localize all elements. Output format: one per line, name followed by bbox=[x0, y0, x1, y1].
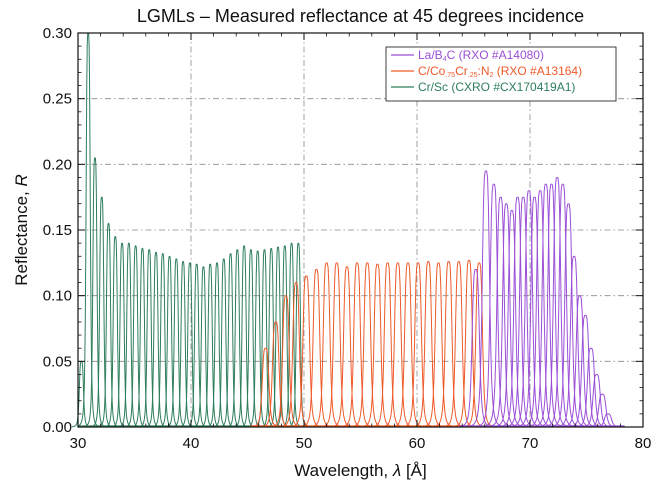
reflectance-peak bbox=[551, 203, 586, 427]
x-axis-title-symbol: λ bbox=[392, 461, 401, 480]
legend-label-subscript: 4 bbox=[443, 56, 447, 63]
reflectance-peak bbox=[180, 262, 200, 427]
legend-label-subscript: .25 bbox=[468, 72, 478, 79]
legend-label-part: :N bbox=[477, 64, 489, 78]
reflectance-peak bbox=[477, 183, 511, 427]
reflectance-peak bbox=[153, 253, 173, 427]
reflectance-peak bbox=[85, 157, 105, 427]
y-axis-title-prefix: Reflectance, bbox=[12, 187, 31, 286]
x-tick-label: 80 bbox=[635, 435, 652, 452]
reflectance-peak bbox=[248, 250, 268, 427]
y-axis-title-symbol: R bbox=[12, 174, 31, 186]
legend-label-part: (RXO #A13164) bbox=[493, 64, 582, 78]
reflectance-peak bbox=[254, 249, 275, 427]
reflectance-peak bbox=[200, 263, 220, 427]
legend-label-part: C/Co bbox=[418, 64, 446, 78]
reflectance-peak bbox=[187, 263, 207, 427]
chart-title: LGMLs – Measured reflectance at 45 degre… bbox=[137, 6, 584, 26]
x-tick-label: 40 bbox=[183, 435, 200, 452]
tick-layer: 30 40 50 60 70 80 0.00 0.05 0.10 0.15 0.20 0.25 0.30 bbox=[43, 25, 652, 452]
reflectance-peak bbox=[220, 253, 241, 427]
legend-label-subscript: .75 bbox=[445, 72, 455, 79]
reflectance-peak bbox=[166, 258, 186, 427]
x-tick-label: 60 bbox=[409, 435, 426, 452]
reflectance-peak bbox=[119, 242, 139, 427]
legend-label-part: Cr/Sc (CXRO #CX170419A1) bbox=[418, 80, 575, 94]
reflectance-peak bbox=[529, 183, 563, 427]
legend-label: C/Co.75Cr.25:N2 (RXO #A13164) bbox=[418, 64, 582, 79]
legend-label-part: Cr bbox=[455, 64, 468, 78]
reflectance-peak bbox=[540, 176, 574, 427]
reflectance-peak bbox=[459, 268, 493, 427]
reflectance-peak bbox=[546, 183, 580, 427]
x-axis-title-suffix: [Å] bbox=[401, 461, 427, 480]
series-layer bbox=[71, 32, 625, 428]
reflectance-peak bbox=[112, 242, 132, 427]
reflectance-peak bbox=[234, 245, 254, 427]
reflectance-peak bbox=[139, 249, 159, 427]
y-tick-label: 0.20 bbox=[43, 156, 72, 173]
y-axis-title: Reflectance, R bbox=[12, 174, 31, 286]
legend-label-subscript: 2 bbox=[489, 72, 493, 79]
reflectance-peak bbox=[568, 314, 603, 428]
y-tick-label: 0.25 bbox=[43, 91, 72, 108]
x-axis-title: Wavelength, λ [Å] bbox=[294, 461, 426, 480]
reflectance-peak bbox=[92, 196, 112, 427]
legend-label-part: C (RXO #A14080) bbox=[447, 48, 544, 62]
reflectance-peak bbox=[469, 170, 503, 427]
legend: La/B4C (RXO #A14080)C/Co.75Cr.25:N2 (RXO… bbox=[385, 46, 617, 102]
x-tick-label: 70 bbox=[522, 435, 539, 452]
reflectance-peak bbox=[146, 251, 166, 427]
reflectance-peak bbox=[132, 247, 153, 427]
series-group bbox=[71, 32, 308, 428]
reflectance-peak bbox=[281, 242, 302, 427]
reflectance-peak bbox=[261, 247, 281, 427]
reflectance-peak bbox=[563, 295, 597, 428]
x-tick-label: 30 bbox=[70, 435, 87, 452]
reflectance-peak bbox=[126, 245, 146, 427]
x-tick-label: 50 bbox=[296, 435, 313, 452]
reflectance-peak bbox=[173, 261, 193, 427]
reflectance-peak bbox=[159, 255, 180, 427]
x-axis-title-prefix: Wavelength, bbox=[294, 461, 393, 480]
y-tick-label: 0.00 bbox=[43, 419, 72, 436]
reflectance-peak bbox=[275, 245, 295, 427]
reflectance-peak bbox=[193, 266, 214, 427]
y-tick-label: 0.15 bbox=[43, 222, 72, 239]
legend-box bbox=[385, 46, 617, 102]
y-tick-label: 0.30 bbox=[43, 25, 72, 42]
reflectance-peak bbox=[534, 183, 569, 427]
reflectance-peak bbox=[288, 242, 308, 427]
reflectance-peak bbox=[98, 222, 119, 427]
reflectance-peak bbox=[214, 258, 234, 427]
y-tick-label: 0.05 bbox=[43, 353, 72, 370]
legend-label: La/B4C (RXO #A14080) bbox=[418, 48, 544, 63]
reflectance-peak bbox=[105, 236, 125, 427]
reflectance-peak bbox=[453, 259, 485, 427]
legend-label-part: La/B bbox=[418, 48, 443, 62]
y-tick-label: 0.10 bbox=[43, 288, 72, 305]
reflectance-peak bbox=[557, 255, 591, 427]
reflectance-peak bbox=[227, 249, 247, 427]
legend-label: Cr/Sc (CXRO #CX170419A1) bbox=[418, 80, 575, 94]
reflectance-peak bbox=[207, 262, 227, 427]
